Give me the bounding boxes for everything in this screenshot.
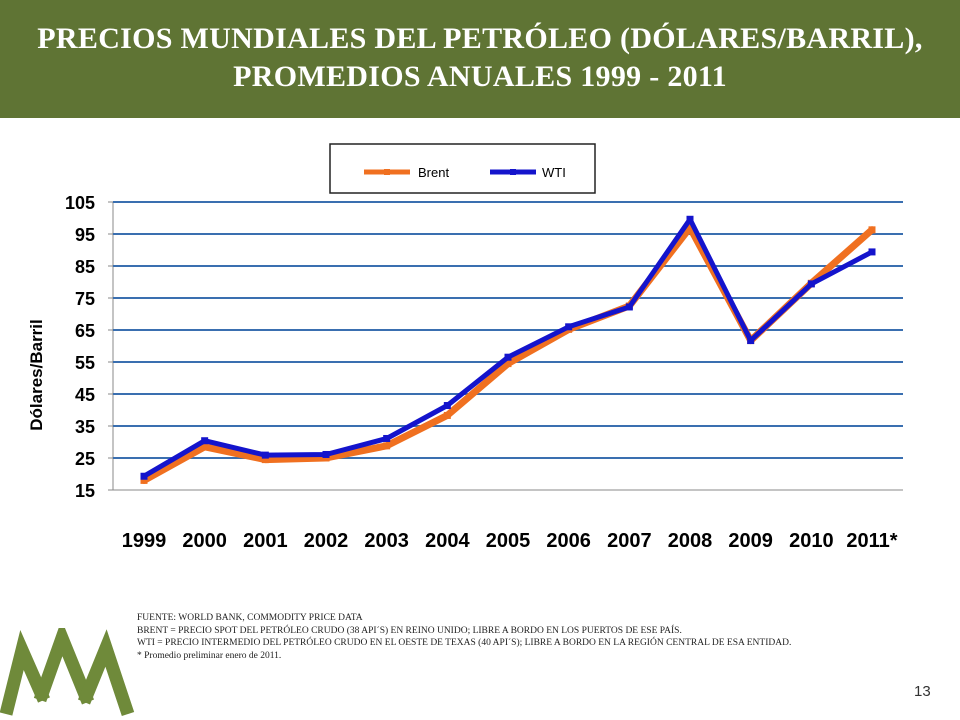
x-tick-label: 2006 [546, 530, 591, 552]
data-point-brent [868, 226, 876, 234]
y-tick-label: 65 [75, 321, 95, 341]
gridlines [113, 201, 903, 459]
oil-price-chart: 105 95 85 75 65 55 45 35 25 15 1999 2000 2001 2002 20… [27, 143, 903, 552]
plot-frame [112, 202, 903, 491]
y-tick-label: 35 [75, 417, 95, 437]
data-point-wti [565, 323, 573, 331]
x-tick-label: 2003 [364, 530, 409, 552]
data-point-wti [140, 472, 148, 480]
footnote-preliminary: * Promedio preliminar enero de 2011. [137, 650, 282, 661]
triple-peak-logo-icon [0, 628, 135, 717]
data-point-wti [807, 280, 815, 288]
header-bar: PRECIOS MUNDIALES DEL PETRÓLEO (DÓLARES/… [0, 0, 960, 118]
data-point-wti [686, 215, 694, 223]
data-point-brent [261, 456, 269, 464]
y-tick-label: 105 [65, 193, 95, 213]
footnote-brent: BRENT = PRECIO SPOT DEL PETRÓLEO CRUDO (… [137, 625, 682, 636]
x-axis-ticks: 1999 2000 2001 2002 2003 2004 2005 2006 2007 2008… [122, 530, 898, 552]
x-tick-label: 2005 [486, 530, 531, 552]
data-point-brent [383, 442, 391, 450]
data-point-wti [625, 303, 633, 311]
data-point-brent [504, 360, 512, 368]
legend-label-wti: WTI [542, 165, 566, 180]
y-tick-label: 75 [75, 289, 95, 309]
data-point-wti [201, 437, 209, 445]
data-point-brent [322, 454, 330, 462]
x-tick-label: 2011* [846, 530, 897, 552]
x-tick-label: 2010 [789, 530, 834, 552]
x-tick-label: 2002 [304, 530, 349, 552]
footnotes: FUENTE: WORLD BANK, COMMODITY PRICE DATA… [137, 612, 912, 662]
series-layer [140, 215, 876, 484]
x-tick-label: 2008 [668, 530, 713, 552]
y-axis-ticks: 105 95 85 75 65 55 45 35 25 15 [65, 193, 113, 501]
legend-marker-wti [510, 169, 516, 175]
slide-title-line-1: PRECIOS MUNDIALES DEL PETRÓLEO (DÓLARES/… [37, 22, 923, 55]
y-tick-label: 45 [75, 385, 95, 405]
footnote-source: FUENTE: WORLD BANK, COMMODITY PRICE DATA [137, 613, 363, 623]
x-tick-label: 2007 [607, 530, 652, 552]
y-tick-label: 95 [75, 225, 95, 245]
data-point-wti [868, 248, 876, 256]
logo-peak-left [0, 629, 50, 716]
y-tick-label: 55 [75, 353, 95, 373]
data-point-brent [201, 443, 209, 451]
x-tick-label: 1999 [122, 530, 167, 552]
logo-peak-right [77, 629, 135, 717]
footnote-wti: WTI = PRECIO INTERMEDIO DEL PETRÓLEO CRU… [137, 638, 792, 649]
data-point-wti [261, 451, 269, 459]
slide-title-line-2: PROMEDIOS ANUALES 1999 - 2011 [233, 60, 727, 93]
data-point-wti [504, 353, 512, 361]
data-point-wti [383, 434, 391, 442]
y-tick-label: 25 [75, 449, 95, 469]
x-tick-label: 2001 [243, 530, 288, 552]
series-line-wti [141, 216, 875, 479]
y-tick-label: 15 [75, 481, 95, 501]
chart-legend: Brent WTI [329, 143, 596, 194]
legend-box [329, 143, 596, 194]
y-axis-label: Dólares/Barril [27, 319, 46, 431]
page-number: 13 [914, 683, 931, 700]
y-tick-label: 85 [75, 257, 95, 277]
x-tick-label: 2009 [728, 530, 773, 552]
data-point-wti [322, 450, 330, 458]
legend-label-brent: Brent [418, 165, 449, 180]
data-point-wti [747, 337, 755, 345]
x-tick-label: 2000 [182, 530, 227, 552]
data-point-brent [443, 411, 451, 419]
data-point-wti [443, 402, 451, 410]
data-point-brent [686, 224, 694, 232]
logo-peak-middle [33, 628, 95, 705]
data-point-brent [140, 476, 148, 484]
legend-marker-brent [384, 169, 390, 175]
x-tick-label: 2004 [425, 530, 470, 552]
